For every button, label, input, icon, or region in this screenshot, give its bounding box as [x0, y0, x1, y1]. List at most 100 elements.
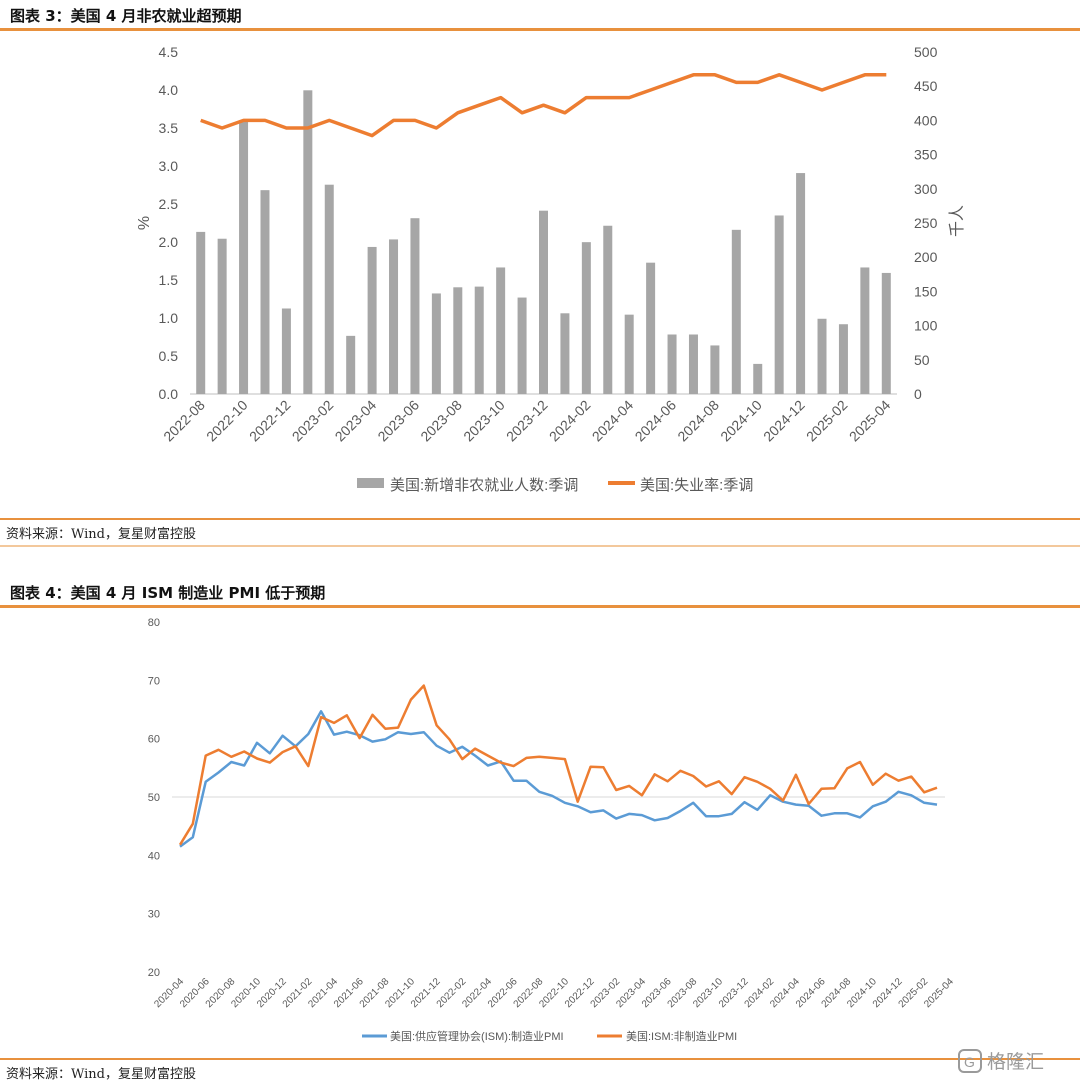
figure4-top-rule: [0, 605, 1080, 608]
bar: [389, 239, 399, 394]
x-tick-label: 2023-12: [503, 397, 551, 445]
x-tick-label: 2022-10: [203, 397, 251, 445]
x-tick-label: 2025-04: [846, 397, 894, 445]
y-right-axis-title: 千人: [948, 205, 966, 237]
x-tick-label: 2024-08: [674, 397, 722, 445]
bar: [431, 293, 441, 394]
figure4-source: 资料来源：Wind，复星财富控股: [6, 1067, 196, 1082]
y-right-tick-label: 50: [914, 352, 930, 368]
figure4-bottom-rule: [0, 1058, 1080, 1060]
x-tick-label: 2024-04: [589, 397, 637, 445]
y-right-tick-label: 500: [914, 44, 938, 60]
bar: [688, 334, 698, 394]
bar: [796, 173, 806, 394]
bar: [710, 345, 720, 394]
bar: [410, 218, 420, 394]
bar: [367, 246, 377, 394]
y-right-tick-label: 100: [914, 318, 938, 334]
bar: [624, 314, 634, 394]
legend-label-bars: 美国:新增非农就业人数:季调: [390, 477, 578, 494]
bar: [496, 267, 506, 394]
y-tick-label: 80: [148, 617, 160, 629]
x-tick-label: 2024-06: [632, 397, 680, 445]
bar: [881, 272, 891, 394]
legend-swatch-bars: [357, 478, 384, 488]
y-left-tick-label: 3.0: [159, 158, 179, 174]
y-left-tick-label: 2.0: [159, 234, 179, 250]
bar: [581, 242, 591, 394]
watermark-icon: [958, 1049, 982, 1073]
y-left-tick-label: 2.5: [159, 196, 179, 212]
bar: [539, 210, 548, 394]
y-left-axis-title: %: [136, 216, 153, 230]
x-tick-label: 2023-02: [289, 397, 337, 445]
unemployment-line: [200, 73, 887, 138]
x-tick-label: 2022-12: [246, 397, 294, 445]
x-tick-label: 2023-04: [332, 397, 380, 445]
y-right-tick-label: 200: [914, 249, 938, 265]
bar: [817, 318, 827, 394]
figure3-bottom-rule: [0, 518, 1080, 520]
bar: [517, 297, 527, 394]
bar: [603, 225, 613, 394]
bar: [196, 231, 206, 394]
y-left-tick-label: 4.0: [159, 82, 179, 98]
figure3-chart: 0.0 0.5 1.0 1.5 2.0 2.5 3.0 3.5 4.0 4.5 0 50 100 150 2…: [136, 44, 966, 494]
x-tick-label: 2024-02: [546, 397, 594, 445]
bar: [753, 363, 763, 394]
bar: [838, 324, 848, 394]
y-tick-label: 20: [148, 967, 160, 979]
x-tick-label: 2022-08: [160, 397, 208, 445]
figure4-chart: 203040506070802020-042020-062020-082020-…: [148, 617, 957, 1043]
x-tick-label: 2023-10: [460, 397, 508, 445]
y-tick-label: 70: [148, 675, 160, 687]
bar: [260, 190, 270, 394]
watermark-logo: G 格隆汇: [958, 1049, 1044, 1073]
watermark-text: 格隆汇: [987, 1051, 1044, 1073]
bar: [453, 287, 463, 394]
x-tick-label: 2023-06: [374, 397, 422, 445]
bar: [667, 334, 677, 394]
y-left-tick-label: 3.5: [159, 120, 179, 136]
y-right-tick-label: 350: [914, 147, 938, 163]
y-right-tick-label: 450: [914, 78, 938, 94]
bar: [474, 286, 484, 394]
bar: [239, 120, 249, 395]
legend-label-line: 美国:失业率:季调: [640, 477, 753, 494]
y-left-tick-label: 4.5: [159, 44, 179, 60]
bar: [303, 90, 313, 394]
y-tick-label: 30: [148, 909, 160, 921]
legend-label-manufacturing: 美国:供应管理协会(ISM):制造业PMI: [390, 1029, 564, 1043]
y-right-tick-label: 250: [914, 215, 938, 231]
manufacturing-pmi-line: [179, 710, 938, 848]
bar: [560, 313, 570, 394]
y-right-tick-label: 400: [914, 112, 938, 128]
bar: [217, 238, 227, 394]
figure3-title: 图表 3：美国 4 月非农就业超预期: [10, 7, 242, 25]
y-tick-label: 50: [148, 792, 160, 804]
y-left-tick-label: 1.0: [159, 310, 179, 326]
y-right-tick-label: 150: [914, 283, 938, 299]
y-tick-label: 40: [148, 850, 160, 862]
figure3-top-rule: [0, 28, 1080, 31]
bar: [774, 215, 784, 394]
bar: [860, 267, 870, 394]
y-right-tick-label: 0: [914, 386, 922, 402]
y-left-tick-label: 1.5: [159, 272, 179, 288]
x-tick-label: 2025-04: [922, 976, 956, 1010]
bar: [281, 308, 291, 394]
legend-label-services: 美国:ISM:非制造业PMI: [626, 1029, 737, 1043]
y-right-tick-label: 300: [914, 181, 938, 197]
bar: [324, 184, 334, 394]
x-tick-label: 2025-02: [803, 397, 851, 445]
figure3-source: 资料来源：Wind，复星财富控股: [6, 527, 196, 542]
bar: [346, 335, 356, 394]
y-left-tick-label: 0.5: [159, 348, 179, 364]
y-tick-label: 60: [148, 734, 160, 746]
y-left-tick-label: 0.0: [159, 386, 179, 402]
svg-text:G: G: [964, 1054, 975, 1070]
x-tick-label: 2023-08: [417, 397, 465, 445]
services-pmi-line: [178, 684, 938, 846]
bar: [731, 229, 741, 394]
bar: [646, 262, 656, 394]
